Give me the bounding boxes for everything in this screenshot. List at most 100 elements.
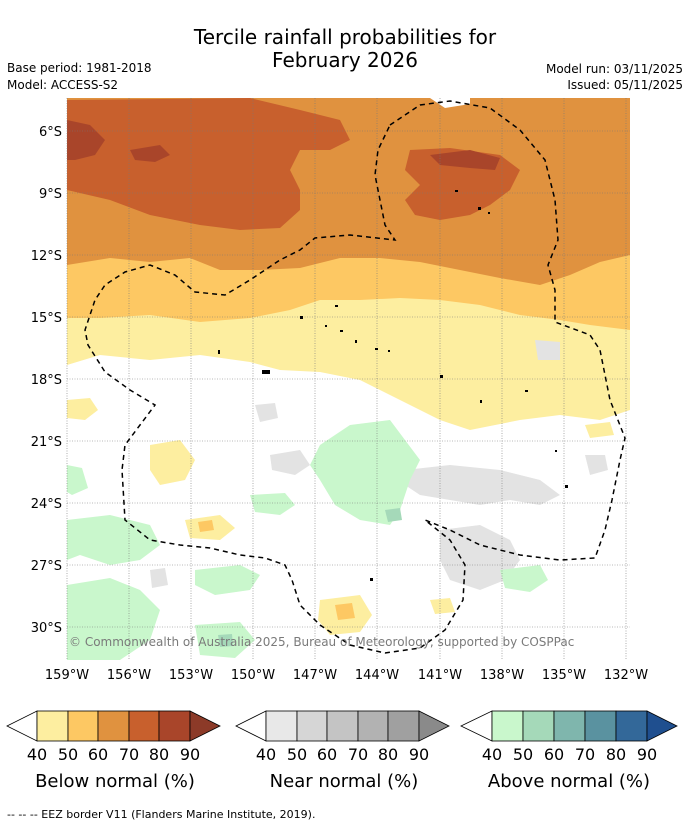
legend-near-title: Near normal (%) xyxy=(269,771,419,792)
legend-near-upper-arrow xyxy=(418,710,450,742)
lon-label: 132°W xyxy=(604,668,648,683)
legend-tick: 80 xyxy=(149,745,169,764)
legend-above-upper-arrow xyxy=(646,710,678,742)
title-line-2: February 2026 xyxy=(272,48,418,72)
lon-label: 159°W xyxy=(45,668,89,683)
legend-swatch xyxy=(357,710,389,742)
legend-swatch xyxy=(36,710,69,742)
legend-swatch xyxy=(615,710,648,742)
legend-tick: 40 xyxy=(27,745,47,764)
legend-swatch xyxy=(158,710,191,742)
legend-swatch xyxy=(97,710,130,742)
lon-label: 147°W xyxy=(293,668,337,683)
model-run: Model run: 03/11/2025 xyxy=(545,62,683,76)
lon-label: 135°W xyxy=(542,668,586,683)
near-normal-region-6 xyxy=(535,340,560,360)
lat-label: 15°S xyxy=(31,311,62,326)
base-period: Base period: 1981-2018 xyxy=(7,61,152,75)
lon-label: 138°W xyxy=(480,668,524,683)
legend-tick: 90 xyxy=(637,745,657,764)
lon-label: 141°W xyxy=(418,668,462,683)
legend-tick: 80 xyxy=(378,745,398,764)
legend-above-normal: 40 50 60 70 80 90 xyxy=(460,710,678,764)
above-normal-region-1 xyxy=(310,420,420,525)
eez-border xyxy=(84,100,626,654)
legend-swatch xyxy=(326,710,359,742)
below-normal-80-patch xyxy=(130,145,170,162)
issued-date: Issued: 05/11/2025 xyxy=(567,78,683,92)
near-normal-region-3 xyxy=(270,450,310,475)
legend-tick: 70 xyxy=(575,745,595,764)
near-normal-region-4 xyxy=(255,403,278,422)
lat-label: 24°S xyxy=(31,497,62,512)
below-normal-50-patch-south xyxy=(335,603,355,620)
legend-tick: 40 xyxy=(256,745,276,764)
legend-tick: 90 xyxy=(180,745,200,764)
lat-label: 21°S xyxy=(31,435,62,450)
legend-near-lower-arrow xyxy=(235,710,267,742)
legend-below-upper-arrow xyxy=(189,710,221,742)
above-normal-region-2 xyxy=(67,515,160,565)
legend-swatch xyxy=(296,710,328,742)
legend-above-title: Above normal (%) xyxy=(487,771,651,792)
legend-swatch xyxy=(584,710,617,742)
lon-label: 153°W xyxy=(169,668,213,683)
legend-above-lower-arrow xyxy=(460,710,493,742)
lat-label: 30°S xyxy=(31,621,62,636)
above-normal-region-6 xyxy=(500,565,548,592)
legend-tick: 60 xyxy=(544,745,564,764)
above-normal-region-5 xyxy=(250,493,295,515)
above-normal-50-patch-2 xyxy=(218,634,233,647)
legend-tick: 50 xyxy=(58,745,78,764)
legend-tick: 70 xyxy=(119,745,139,764)
legend-tick: 80 xyxy=(606,745,626,764)
below-normal-80-patch-east xyxy=(430,150,500,170)
copyright-notice: © Commonwealth of Australia 2025, Bureau… xyxy=(69,635,574,649)
eez-footnote: -- -- -- EEZ border V11 (Flanders Marine… xyxy=(7,808,316,821)
legend-swatch xyxy=(553,710,586,742)
map-gridlines xyxy=(66,98,630,660)
below-normal-50-patch-south-2 xyxy=(198,520,214,532)
legend-tick: 90 xyxy=(409,745,429,764)
model-name: Model: ACCESS-S2 xyxy=(7,78,119,92)
above-normal-50-patch xyxy=(385,508,402,522)
near-normal-region-7 xyxy=(150,568,168,588)
legend-swatch xyxy=(128,710,160,742)
legend-below-normal: 40 50 60 70 80 90 xyxy=(6,710,221,764)
lat-label: 27°S xyxy=(31,559,62,574)
rainfall-probability-map: © Commonwealth of Australia 2025, Bureau… xyxy=(31,98,648,683)
below-normal-patch-south-6 xyxy=(585,422,614,438)
legend-tick: 60 xyxy=(317,745,337,764)
legend-below-lower-arrow xyxy=(6,710,38,742)
legend-tick: 50 xyxy=(513,745,533,764)
lon-label: 150°W xyxy=(231,668,275,683)
lat-label: 12°S xyxy=(31,249,62,264)
latitude-labels: 6°S 9°S 12°S 15°S 18°S 21°S 24°S 27°S 30… xyxy=(31,125,62,636)
lon-label: 144°W xyxy=(355,668,399,683)
legend-near-normal: 40 50 60 70 80 90 xyxy=(235,710,450,764)
above-normal-region-4 xyxy=(195,565,260,595)
legend-tick: 40 xyxy=(482,745,502,764)
longitude-labels: 159°W 156°W 153°W 150°W 147°W 144°W 141°… xyxy=(45,668,648,683)
legend-tick: 70 xyxy=(348,745,368,764)
near-normal-region-1 xyxy=(405,465,560,505)
below-normal-patch-south-4 xyxy=(67,398,98,420)
below-normal-patch-south-1 xyxy=(150,440,195,485)
below-normal-80-region xyxy=(67,120,105,160)
above-normal-region-3 xyxy=(67,578,160,660)
below-normal-patch-south-5 xyxy=(430,598,455,614)
lon-label: 156°W xyxy=(107,668,151,683)
legend-swatch xyxy=(491,710,524,742)
legend-swatch xyxy=(67,710,99,742)
legend-tick: 50 xyxy=(287,745,307,764)
lat-label: 6°S xyxy=(39,125,62,140)
near-normal-region-2 xyxy=(440,525,520,590)
legend-swatch xyxy=(522,710,555,742)
lat-label: 9°S xyxy=(39,187,62,202)
legend-swatch xyxy=(387,710,420,742)
map-fill-layer xyxy=(67,98,630,660)
above-normal-region-7 xyxy=(67,465,88,495)
title-line-1: Tercile rainfall probabilities for xyxy=(193,25,497,49)
near-normal-region-5 xyxy=(585,455,608,475)
legend-below-title: Below normal (%) xyxy=(35,771,195,792)
